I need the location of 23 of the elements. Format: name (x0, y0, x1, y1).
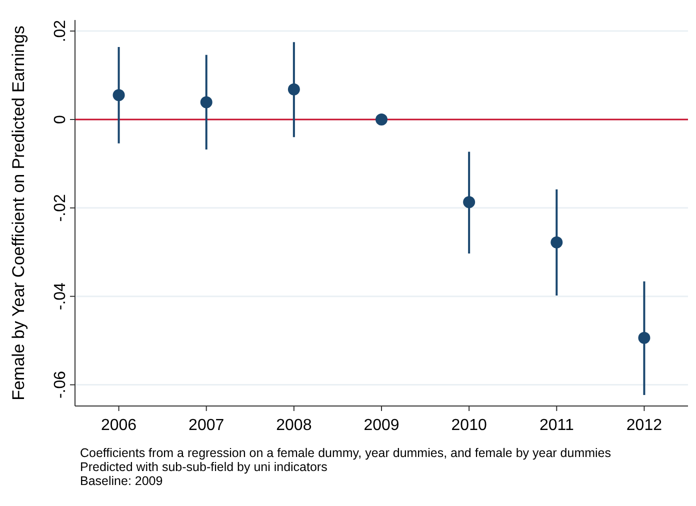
point (550, 236, 563, 248)
point (112, 89, 125, 102)
point (463, 196, 476, 208)
x-tick-label: 2012 (626, 417, 662, 434)
x-tick-label: 2009 (364, 417, 400, 434)
y-tick-label: -.02 (52, 194, 69, 222)
text: Baseline: 2009 (80, 474, 163, 488)
x-tick-label: 2007 (188, 417, 224, 434)
y-axis-title: Female by Year Coefficient on Predicted Earnings (9, 26, 28, 400)
point (288, 83, 300, 96)
x-tick-label: 2011 (539, 417, 574, 434)
y-tick-label: .02 (52, 20, 69, 42)
y-tick-label: -.06 (52, 370, 69, 399)
text: Coefficients from a regression on a female dummy, year dummies, and female by year dummies (80, 446, 612, 460)
point (376, 113, 388, 126)
x-tick-label: 2010 (451, 417, 487, 434)
x-tick-label: 2006 (100, 417, 137, 434)
point (638, 332, 650, 344)
point (200, 96, 212, 108)
text: Predicted with sub-sub-field by uni indicators (80, 460, 328, 474)
x-tick-label: 2008 (276, 417, 312, 434)
y-tick-label: 0 (52, 114, 69, 124)
y-tick-label: -.04 (52, 282, 69, 310)
